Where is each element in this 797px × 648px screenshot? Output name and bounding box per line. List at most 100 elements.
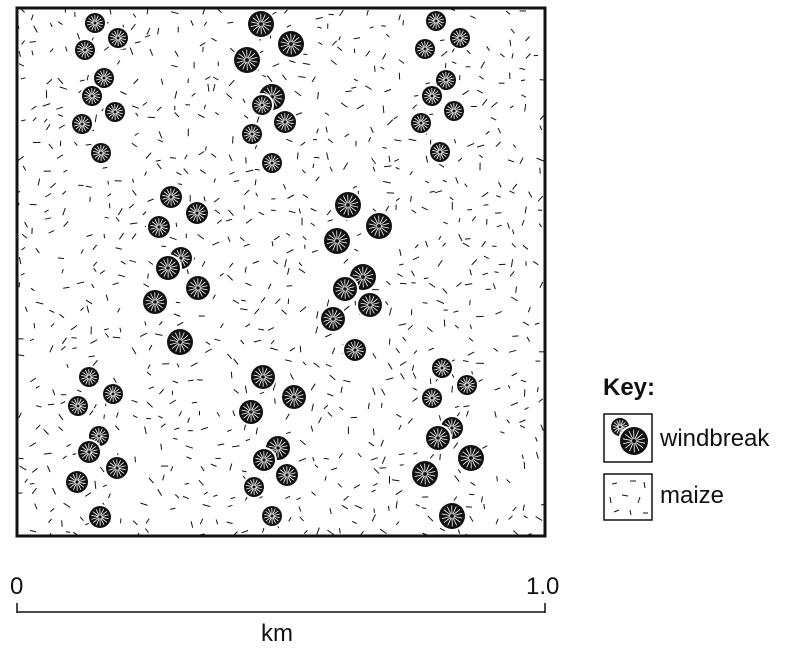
maize-dash (59, 313, 65, 319)
maize-dash (388, 338, 391, 345)
maize-dash (370, 457, 378, 461)
maize-dash (241, 470, 247, 473)
maize-dash (60, 401, 66, 405)
windbreak-trees (64, 9, 486, 531)
maize-dash (398, 424, 402, 431)
maize-dash (520, 79, 526, 82)
maize-dash (495, 518, 499, 525)
maize-dash (525, 36, 530, 42)
maize-dash (31, 468, 38, 473)
maize-dash (370, 126, 374, 134)
maize-dash (313, 362, 320, 368)
maize-dash (227, 21, 234, 24)
maize-dash (521, 454, 524, 459)
maize-dash (63, 169, 68, 173)
maize-dash (216, 219, 223, 224)
maize-dash (272, 382, 277, 391)
maize-dash (154, 333, 163, 336)
maize-dash (525, 53, 531, 59)
maize-dash (253, 339, 262, 343)
maize-dash (421, 507, 427, 509)
tree-icon (76, 439, 102, 465)
maize-dash (336, 46, 343, 52)
maize-dash (134, 132, 139, 136)
windbreak-key-symbol (603, 413, 653, 463)
maize-dash (119, 327, 122, 333)
maize-dash (157, 489, 163, 496)
maize-dash (118, 274, 126, 278)
maize-dash (144, 528, 149, 533)
maize-dash (158, 321, 163, 326)
maize-dash (391, 479, 400, 482)
maize-dash (184, 154, 188, 160)
maize-dash (228, 209, 234, 217)
maize-dash (71, 337, 77, 339)
maize-dash (412, 104, 418, 110)
maize-dash (453, 442, 459, 449)
maize-dash (440, 39, 445, 42)
maize-dash (49, 48, 54, 53)
maize-dash (158, 131, 163, 139)
maize-dash (345, 90, 352, 93)
maize-dash (160, 443, 163, 450)
maize-dash (148, 477, 154, 484)
tree-icon (260, 504, 284, 528)
tree-icon (342, 337, 368, 363)
maize-dash (59, 86, 68, 90)
maize-dash (147, 198, 154, 202)
tree-icon (333, 190, 363, 220)
maize-dash (463, 405, 470, 408)
maize-dash (512, 506, 517, 512)
maize-dash (213, 178, 216, 183)
maize-dash (454, 139, 457, 144)
maize-dash (510, 402, 519, 407)
maize-dash (494, 271, 499, 273)
maize-dash (245, 282, 252, 287)
maize-dash (173, 427, 180, 431)
maize-dash (43, 452, 52, 455)
maize-dash (203, 196, 206, 202)
maize-dash (140, 502, 148, 506)
maize-dash (18, 51, 21, 58)
maize-dash (63, 502, 71, 508)
maize-dash (85, 185, 92, 188)
maize-dash (393, 116, 398, 120)
maize-dash (230, 371, 233, 379)
maize-dash (174, 50, 179, 57)
maize-dash (182, 495, 190, 500)
maize-dash (515, 286, 517, 293)
maize-dash (495, 310, 502, 315)
maize-dash (108, 493, 111, 499)
maize-dash (453, 496, 458, 501)
maize-dash (61, 337, 67, 345)
maize-dash (286, 138, 293, 143)
maize-dash (300, 141, 306, 146)
maize-dash (382, 146, 387, 149)
maize-dash (425, 155, 429, 163)
maize-dash (190, 521, 194, 528)
maize-dash (477, 89, 484, 94)
maize-dash (86, 234, 93, 237)
maize-dash (58, 114, 64, 117)
maize-dash (85, 492, 92, 497)
maize-dash (52, 487, 56, 495)
maize-dash (407, 324, 413, 331)
maize-dash (24, 221, 28, 228)
maize-dash (288, 210, 296, 214)
maize-dash (275, 298, 281, 305)
maize-dash (200, 426, 208, 431)
tree-icon (442, 99, 466, 123)
maize-dash (99, 270, 106, 275)
maize-dash (329, 374, 336, 381)
maize-dash (371, 514, 376, 522)
maize-dash (132, 520, 138, 526)
maize-dash (398, 14, 401, 21)
maize-dash (522, 504, 525, 511)
maize-dash (58, 413, 64, 421)
maize-dash (312, 163, 315, 169)
maize-dash (451, 61, 457, 64)
maize-dash (89, 410, 94, 416)
maize-dash (162, 474, 165, 481)
maize-dash (539, 115, 544, 120)
maize-dash (449, 196, 454, 201)
